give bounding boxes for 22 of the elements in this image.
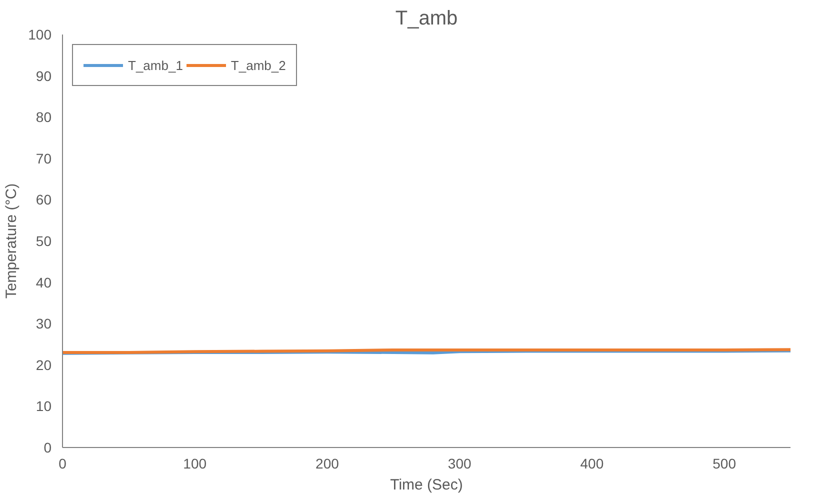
x-tick-label: 500 [712, 456, 736, 472]
y-tick-label: 90 [36, 68, 52, 84]
x-tick-label: 200 [316, 456, 340, 472]
chart-title: T_amb [395, 8, 458, 30]
x-axis-title: Time (Sec) [390, 476, 463, 494]
y-axis-title: Temperature (°C) [3, 183, 20, 299]
y-tick-label: 20 [36, 356, 52, 373]
y-tick-label: 70 [36, 150, 52, 166]
x-tick-label: 300 [448, 456, 472, 472]
y-tick-label: 80 [36, 109, 52, 126]
y-tick-label: 100 [28, 26, 52, 42]
y-tick-label: 10 [36, 398, 52, 414]
y-tick-label: 30 [36, 316, 52, 332]
legend-label: T_amb_1 [128, 58, 183, 72]
y-tick-label: 40 [36, 274, 52, 290]
x-tick-label: 400 [580, 456, 604, 472]
y-tick-label: 60 [36, 192, 52, 208]
x-tick-label: 100 [183, 456, 207, 472]
y-tick-label: 50 [36, 233, 52, 249]
legend-label: T_amb_2 [230, 58, 286, 72]
y-tick-label: 0 [44, 440, 52, 456]
x-tick-label: 0 [58, 456, 67, 472]
